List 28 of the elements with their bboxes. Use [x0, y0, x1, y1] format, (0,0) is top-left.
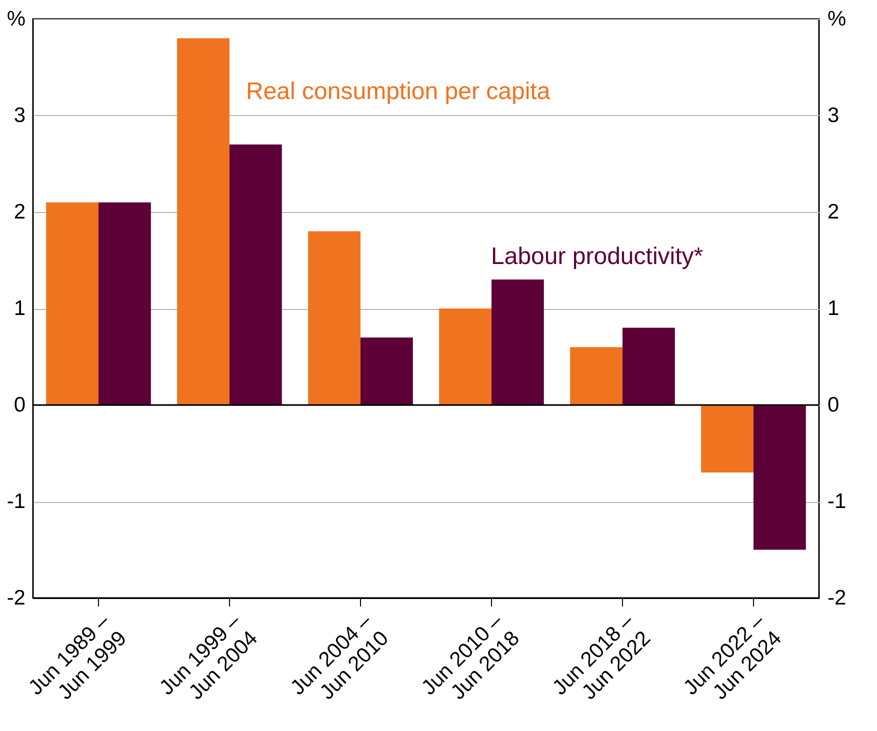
- y2-tick-label: 2: [828, 200, 840, 224]
- y-tick-label: %: [6, 8, 26, 30]
- bar: [98, 202, 151, 405]
- series-label: Real consumption per capita: [246, 78, 551, 105]
- series-label: Labour productivity*: [491, 243, 704, 270]
- y2-tick-label: 1: [828, 297, 840, 320]
- bar: [360, 337, 413, 405]
- bar: [570, 347, 622, 405]
- bar: [177, 38, 230, 405]
- y-tick-label: 0: [14, 394, 26, 416]
- bar: [230, 144, 282, 405]
- bar: [439, 308, 492, 405]
- bar: [492, 280, 544, 405]
- y2-tick-label: %: [828, 8, 846, 30]
- y-tick-label: 3: [14, 104, 26, 127]
- bar: [701, 405, 754, 473]
- y2-tick-label: 3: [828, 104, 840, 127]
- bar: [46, 202, 98, 405]
- y2-tick-label: 0: [828, 394, 840, 416]
- bar: [308, 231, 360, 405]
- y2-tick-label: -1: [828, 490, 846, 513]
- bar: [622, 328, 675, 405]
- y2-tick-label: -2: [828, 586, 846, 610]
- y-tick-label: -2: [6, 586, 26, 610]
- bar: [754, 405, 806, 550]
- y-tick-label: 1: [14, 297, 26, 320]
- y-tick-label: 2: [14, 200, 26, 224]
- y-tick-label: -1: [6, 490, 26, 513]
